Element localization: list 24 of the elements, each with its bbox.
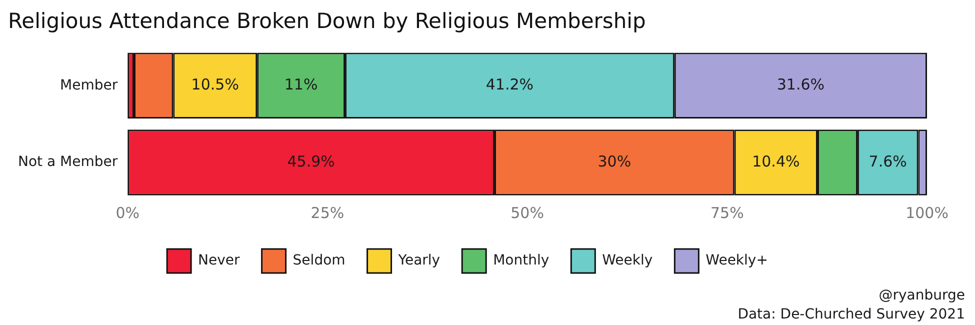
data-label: 31.6% <box>776 76 825 94</box>
data-label: 7.6% <box>868 152 907 170</box>
data-label: 10.5% <box>191 76 239 94</box>
legend-label: Yearly <box>397 252 440 269</box>
text: @ryanburge <box>878 288 965 304</box>
x-tick-label: 100% <box>906 204 948 222</box>
text: Data: De-Churched Survey 2021 <box>738 306 965 323</box>
chart-title: Religious Attendance Broken Down by Religious Membership <box>8 9 646 34</box>
legend-label: Monthly <box>493 252 550 269</box>
x-tick-label: 0% <box>116 204 140 222</box>
legend-label: Weekly <box>602 252 653 269</box>
data-label: 30% <box>598 152 632 170</box>
data-label: 11% <box>284 76 318 94</box>
y-tick-label: Member <box>60 77 118 94</box>
legend-label: Seldom <box>292 252 346 269</box>
data-label: 41.2% <box>486 76 534 94</box>
data-label: 45.9% <box>287 152 335 170</box>
legend-label: Weekly+ <box>706 252 768 269</box>
x-tick-label: 50% <box>510 204 544 222</box>
legend-label: Never <box>198 252 240 269</box>
x-tick-label: 25% <box>310 204 344 222</box>
data-label: 10.4% <box>752 152 800 170</box>
y-tick-label: Not a Member <box>18 154 118 170</box>
x-tick-label: 75% <box>710 204 744 222</box>
